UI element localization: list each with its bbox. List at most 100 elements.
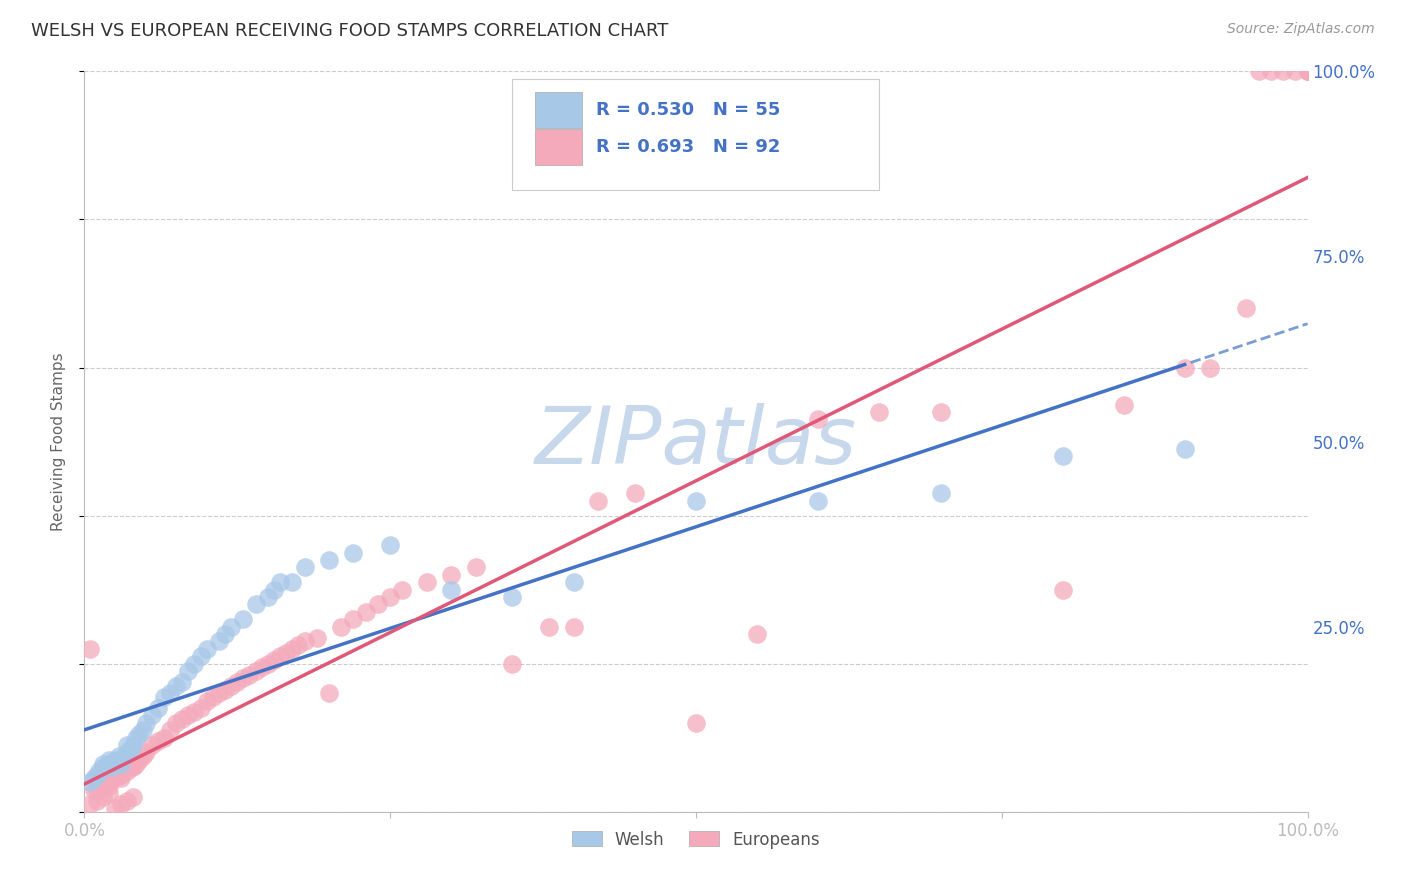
Point bbox=[79, 641, 101, 656]
Point bbox=[354, 605, 377, 619]
Point bbox=[91, 789, 114, 804]
Point bbox=[281, 575, 304, 590]
Point bbox=[153, 731, 176, 745]
Text: ZIPatlas: ZIPatlas bbox=[534, 402, 858, 481]
Point bbox=[624, 486, 647, 500]
Point bbox=[869, 405, 891, 419]
FancyBboxPatch shape bbox=[534, 92, 582, 128]
Point bbox=[1114, 398, 1136, 412]
Point bbox=[416, 575, 439, 590]
Point bbox=[83, 782, 105, 797]
Point bbox=[1296, 64, 1319, 78]
Point bbox=[79, 775, 101, 789]
Legend: Welsh, Europeans: Welsh, Europeans bbox=[565, 824, 827, 855]
Point bbox=[83, 772, 105, 786]
Point bbox=[807, 412, 830, 426]
Point bbox=[97, 756, 120, 771]
Point bbox=[122, 738, 145, 752]
Point bbox=[97, 786, 120, 800]
Point bbox=[177, 664, 200, 678]
Point bbox=[97, 753, 120, 767]
Point bbox=[562, 619, 585, 633]
Point bbox=[110, 753, 132, 767]
Point bbox=[440, 567, 463, 582]
Point bbox=[172, 675, 194, 690]
Point bbox=[318, 686, 340, 700]
Point bbox=[294, 560, 316, 574]
Point bbox=[110, 772, 132, 786]
Point bbox=[685, 493, 707, 508]
Point bbox=[159, 686, 181, 700]
Point bbox=[929, 405, 952, 419]
Point bbox=[128, 753, 150, 767]
Point bbox=[1052, 582, 1074, 597]
Point bbox=[1272, 64, 1295, 78]
Point bbox=[165, 715, 187, 730]
Point bbox=[132, 749, 155, 764]
Point bbox=[120, 741, 142, 756]
Point bbox=[104, 767, 127, 781]
Point bbox=[177, 708, 200, 723]
Point bbox=[342, 546, 364, 560]
Point bbox=[91, 775, 114, 789]
Point bbox=[330, 619, 353, 633]
Point bbox=[380, 590, 402, 604]
Point bbox=[318, 553, 340, 567]
Point bbox=[96, 775, 118, 789]
Point bbox=[269, 575, 291, 590]
Point bbox=[91, 760, 114, 774]
Point bbox=[104, 753, 127, 767]
Point bbox=[165, 679, 187, 693]
Point bbox=[380, 538, 402, 552]
Point bbox=[214, 682, 236, 697]
Point bbox=[214, 627, 236, 641]
Point bbox=[245, 664, 267, 678]
Point bbox=[538, 619, 561, 633]
Point bbox=[115, 746, 138, 760]
FancyBboxPatch shape bbox=[534, 129, 582, 165]
Point bbox=[1260, 64, 1282, 78]
Point bbox=[305, 631, 328, 645]
Point bbox=[135, 746, 157, 760]
Point bbox=[195, 694, 218, 708]
Point bbox=[153, 690, 176, 704]
Point bbox=[122, 760, 145, 774]
Text: R = 0.693   N = 92: R = 0.693 N = 92 bbox=[596, 138, 780, 156]
Point bbox=[263, 582, 285, 597]
Point bbox=[87, 764, 110, 778]
Point bbox=[232, 672, 254, 686]
Point bbox=[502, 590, 524, 604]
Point bbox=[172, 712, 194, 726]
Point bbox=[342, 612, 364, 626]
Point bbox=[502, 657, 524, 671]
Point bbox=[87, 779, 110, 793]
Point bbox=[1284, 64, 1306, 78]
Point bbox=[115, 794, 138, 808]
Point bbox=[190, 701, 212, 715]
Point bbox=[562, 575, 585, 590]
Point bbox=[86, 782, 108, 797]
Point bbox=[96, 760, 118, 774]
Point bbox=[219, 619, 242, 633]
Point bbox=[110, 756, 132, 771]
Point bbox=[391, 582, 413, 597]
Point bbox=[146, 701, 169, 715]
Point bbox=[107, 767, 129, 781]
Point bbox=[115, 760, 138, 774]
Point bbox=[104, 801, 127, 815]
Point bbox=[107, 749, 129, 764]
Point bbox=[685, 715, 707, 730]
Point bbox=[269, 649, 291, 664]
Text: R = 0.530   N = 55: R = 0.530 N = 55 bbox=[596, 101, 780, 119]
Point bbox=[250, 660, 273, 674]
Text: WELSH VS EUROPEAN RECEIVING FOOD STAMPS CORRELATION CHART: WELSH VS EUROPEAN RECEIVING FOOD STAMPS … bbox=[31, 22, 668, 40]
Point bbox=[1296, 64, 1319, 78]
Point bbox=[86, 767, 108, 781]
Point bbox=[122, 789, 145, 804]
Point bbox=[929, 486, 952, 500]
Point bbox=[97, 775, 120, 789]
Point bbox=[208, 634, 231, 648]
Point bbox=[159, 723, 181, 738]
Point bbox=[125, 731, 148, 745]
Point bbox=[115, 764, 138, 778]
